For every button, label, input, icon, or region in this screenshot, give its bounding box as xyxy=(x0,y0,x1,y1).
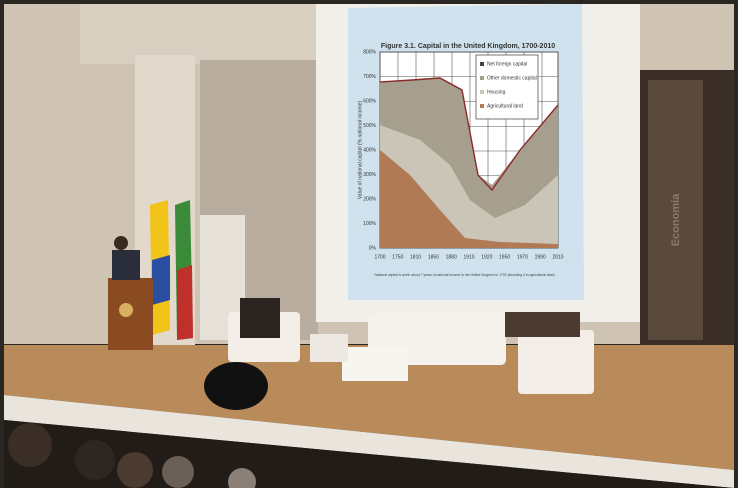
audience-head xyxy=(162,456,194,488)
x-tick-label: 1750 xyxy=(392,254,403,260)
y-axis-label: Value of national capital (% national in… xyxy=(357,101,363,200)
x-tick-label: 1910 xyxy=(463,254,474,260)
x-tick-label: 1920 xyxy=(481,254,492,260)
x-tick-label: 1850 xyxy=(428,254,439,260)
legend-swatch xyxy=(480,62,484,66)
x-tick-label: 2010 xyxy=(552,254,563,260)
x-tick-label: 1810 xyxy=(410,254,421,260)
y-ticks: 800% 700% 600% 500% 400% 300% 200% 100% 0% xyxy=(363,49,376,251)
legend-swatch xyxy=(480,90,484,94)
speaker xyxy=(112,250,140,280)
panelist xyxy=(505,312,580,337)
slide-note: National capital is worth about 7 years … xyxy=(375,273,556,277)
armchair xyxy=(518,330,594,394)
header-wall xyxy=(80,4,320,64)
y-tick-label: 0% xyxy=(369,245,377,251)
coffee-table xyxy=(342,347,408,381)
audience-head xyxy=(75,440,115,480)
legend-label: Agricultural land xyxy=(487,103,523,109)
legend-swatch xyxy=(480,76,484,80)
speaker-head xyxy=(114,236,128,250)
x-tick-label: 1970 xyxy=(517,254,528,260)
x-tick-label: 1950 xyxy=(499,254,510,260)
side-table xyxy=(310,334,348,362)
legend-swatch xyxy=(480,104,484,108)
podium-seal xyxy=(119,303,133,317)
x-ticks: 1700 1750 1810 1850 1880 1910 1920 1950 1970 1990… xyxy=(374,254,563,260)
legend-label: Net foreign capital xyxy=(487,61,527,67)
flag-stripe xyxy=(177,265,193,340)
y-tick-label: 400% xyxy=(363,147,376,153)
y-tick-label: 100% xyxy=(363,221,376,227)
stage-speaker xyxy=(204,362,268,410)
y-tick-label: 500% xyxy=(363,123,376,129)
y-tick-label: 200% xyxy=(363,196,376,202)
y-tick-label: 800% xyxy=(363,49,376,55)
audience-head xyxy=(8,423,52,467)
panelist xyxy=(240,298,280,338)
audience-head xyxy=(117,452,153,488)
photo: Economía Figure 3.1. Capital in the Unit… xyxy=(0,0,738,488)
flag-stripe xyxy=(152,255,170,305)
y-tick-label: 600% xyxy=(363,98,376,104)
legend-label: Other domestic capital xyxy=(487,75,537,81)
x-tick-label: 1880 xyxy=(446,254,457,260)
x-tick-label: 1700 xyxy=(374,254,385,260)
slide-title: Figure 3.1. Capital in the United Kingdo… xyxy=(381,43,555,50)
wall-sign: Economía xyxy=(670,193,682,246)
y-tick-label: 700% xyxy=(363,74,376,80)
legend-label: Housing xyxy=(487,89,506,95)
y-tick-label: 300% xyxy=(363,172,376,178)
x-tick-label: 1990 xyxy=(535,254,546,260)
